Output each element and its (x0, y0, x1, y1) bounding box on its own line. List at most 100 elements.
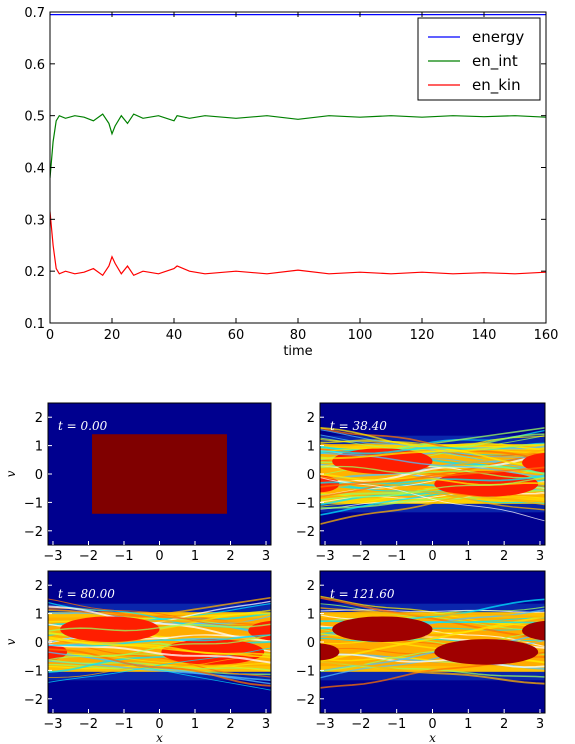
x-tick-label: −2 (351, 549, 370, 564)
x-tick-label: 1 (191, 549, 199, 564)
x-tick-label: 40 (166, 328, 183, 343)
filament-stroke (320, 611, 545, 618)
x-tick-label: 2 (500, 549, 508, 564)
y-tick-label: −1 (24, 664, 43, 679)
y-axis-label: v (4, 470, 18, 477)
x-tick-label: 2 (500, 717, 508, 732)
filament-stroke (320, 615, 545, 662)
y-axis-label: v (4, 638, 18, 645)
filament-stroke (48, 617, 271, 625)
series-line-en-int (50, 113, 546, 178)
x-tick-label: −3 (315, 549, 334, 564)
filament-stroke (320, 476, 545, 506)
filament-stroke (320, 476, 545, 501)
heatmap-image (48, 403, 271, 545)
legend-entry: en_kin (472, 76, 521, 95)
panel-time-label: t = 121.60 (330, 587, 395, 601)
energy-time-chart: 0 20 40 60 80 100 120 140 160 0.1 0.2 0.3 0.4 0.5 0.6 0… (24, 6, 558, 359)
x-tick-label: 3 (262, 549, 270, 564)
x-tick-label: −1 (387, 717, 406, 732)
filament-stroke (320, 595, 545, 629)
filament-stroke (48, 623, 271, 632)
y-tick-label: 0.3 (24, 213, 45, 228)
filament-stroke (48, 638, 271, 659)
x-tick-label: 1 (464, 549, 472, 564)
x-tick-label: −1 (387, 549, 406, 564)
legend-box (417, 17, 541, 101)
y-tick-label: 0 (307, 468, 315, 483)
x-tick-label: 0 (155, 717, 163, 732)
x-tick-label: 160 (534, 328, 559, 343)
filament-stroke (320, 630, 545, 672)
filament-stroke (320, 609, 545, 613)
y-tick-label: 0 (35, 468, 43, 483)
filament-stroke (320, 466, 545, 488)
filament-stroke (320, 452, 545, 498)
y-tick-label: 1 (35, 608, 43, 623)
x-tick-label: 120 (410, 328, 435, 343)
x-tick-label: −2 (79, 717, 98, 732)
y-tick-label: −1 (24, 496, 43, 511)
x-tick-label: 140 (472, 328, 497, 343)
x-tick-label: −2 (79, 549, 98, 564)
y-tick-label: −2 (24, 693, 43, 708)
x-tick-label: 100 (348, 328, 373, 343)
x-tick-label: −1 (114, 717, 133, 732)
panel-time-label: t = 80.00 (58, 587, 115, 601)
x-tick-label: 60 (228, 328, 245, 343)
vortex-blob (48, 643, 68, 661)
x-tick-label: 3 (262, 717, 270, 732)
filament-stroke (48, 605, 271, 642)
vortex-blob (320, 643, 340, 661)
y-tick-label: −1 (296, 496, 315, 511)
y-tick-label: 0 (307, 636, 315, 651)
y-tick-label: 2 (307, 411, 315, 426)
panel-time-label: t = 0.00 (58, 419, 108, 433)
x-tick-label: 1 (464, 717, 472, 732)
y-tick-label: 1 (35, 440, 43, 455)
y-tick-label: 2 (35, 411, 43, 426)
x-tick-label: 3 (536, 717, 544, 732)
filament-stroke (48, 634, 271, 661)
filament-stroke (48, 643, 271, 664)
filament-stroke (320, 443, 545, 460)
x-tick-label: 2 (226, 549, 234, 564)
legend-entry: en_int (472, 52, 518, 71)
vortex-blob (320, 475, 340, 493)
y-tick-label: 1 (307, 608, 315, 623)
x-axis-label: time (283, 344, 312, 359)
filament-stroke (48, 634, 271, 647)
filament-stroke (320, 429, 545, 472)
panel-time-label: t = 38.40 (330, 419, 387, 433)
vortex-blob (332, 616, 433, 642)
x-tick-label: 0 (428, 717, 436, 732)
y-tick-label: 0.6 (24, 58, 45, 73)
y-tick-label: 0.2 (24, 265, 45, 280)
filament-stroke (48, 598, 271, 629)
y-tick-label: −2 (296, 525, 315, 540)
y-tick-label: 0.4 (24, 162, 45, 177)
x-tick-label: 2 (226, 717, 234, 732)
filament-stroke (320, 427, 545, 462)
x-axis-label: x (429, 731, 436, 744)
filament-stroke (320, 452, 545, 478)
x-tick-label: 20 (104, 328, 121, 343)
filament-stroke (320, 621, 545, 645)
x-tick-label: −3 (315, 717, 334, 732)
x-tick-label: 80 (290, 328, 307, 343)
initial-distribution (92, 434, 227, 514)
x-axis-label: x (156, 731, 163, 744)
legend-entry: energy (472, 28, 524, 46)
y-tick-label: 2 (307, 579, 315, 594)
legend: energy en_int en_kin (417, 17, 541, 101)
y-tick-label: 1 (307, 440, 315, 455)
x-tick-label: −2 (351, 717, 370, 732)
filament-stroke (48, 648, 271, 687)
y-tick-label: −1 (296, 664, 315, 679)
y-tick-label: −2 (296, 693, 315, 708)
x-tick-label: 0 (46, 328, 54, 343)
